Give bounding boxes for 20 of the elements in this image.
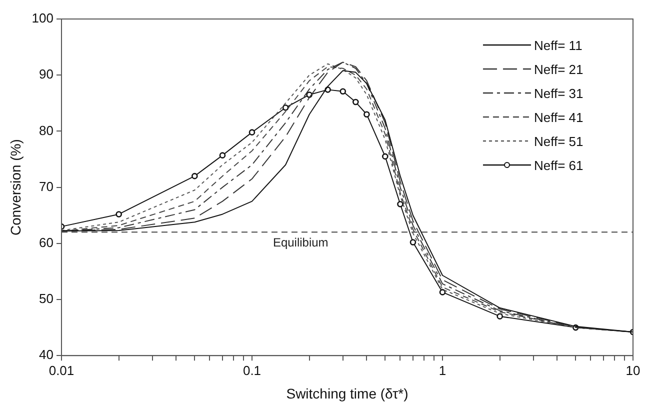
x-tick-label: 10 bbox=[626, 362, 640, 378]
legend-label: Neff= 51 bbox=[534, 134, 584, 148]
ref-line-label: Equilibium bbox=[272, 235, 328, 250]
y-axis-title: Conversion (%) bbox=[7, 139, 24, 236]
y-tick-label: 40 bbox=[39, 347, 54, 362]
x-tick-label: 0.1 bbox=[242, 362, 262, 378]
y-tick-label: 100 bbox=[32, 10, 54, 26]
x-axis-title: Switching time (δτ*) bbox=[286, 385, 408, 402]
y-tick-label: 60 bbox=[39, 234, 54, 250]
legend-label: Neff= 21 bbox=[534, 62, 584, 76]
legend-label: Neff= 61 bbox=[534, 158, 584, 172]
legend-label: Neff= 11 bbox=[534, 38, 582, 52]
x-tick-label: 0.01 bbox=[48, 362, 74, 378]
legend-label: Neff= 31 bbox=[534, 86, 584, 100]
x-tick-label: 1 bbox=[438, 362, 446, 378]
y-tick-label: 90 bbox=[39, 66, 54, 82]
legend-label: Neff= 41 bbox=[534, 110, 584, 124]
y-tick-label: 80 bbox=[39, 122, 54, 138]
y-tick-label: 50 bbox=[39, 291, 54, 306]
y-tick-label: 70 bbox=[39, 178, 54, 194]
